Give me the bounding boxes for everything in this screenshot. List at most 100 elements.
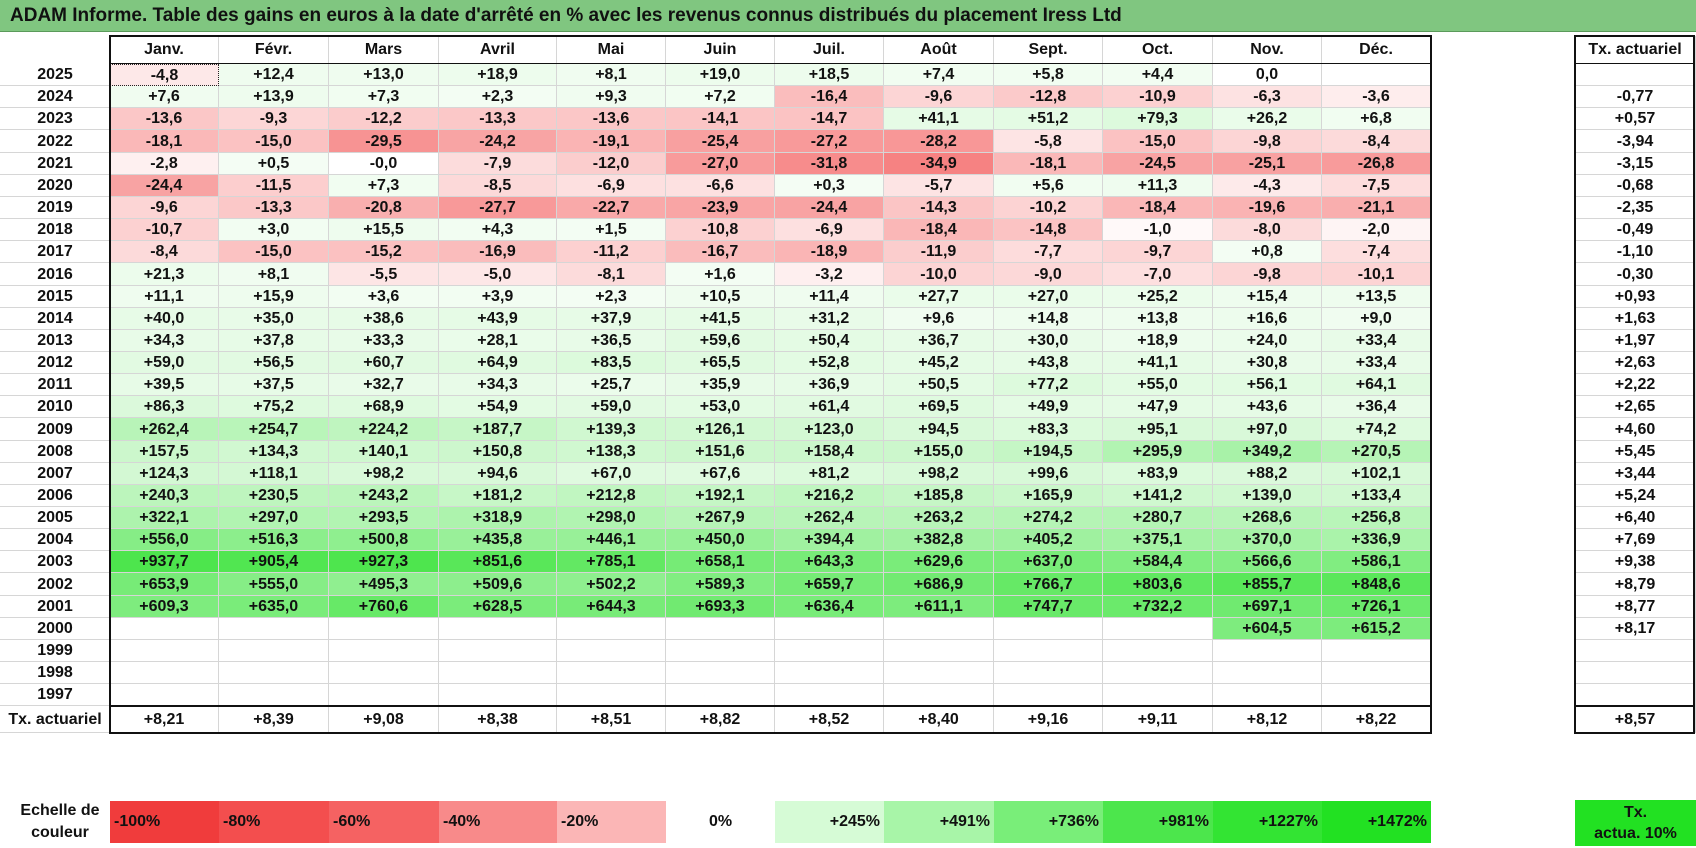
year-label: 2019 bbox=[0, 197, 110, 219]
gain-cell: +382,8 bbox=[884, 529, 994, 551]
gain-cell: +88,2 bbox=[1213, 463, 1322, 485]
gain-cell: +8,1 bbox=[219, 263, 329, 286]
gain-cell: +637,0 bbox=[994, 551, 1103, 573]
gain-cell: +495,3 bbox=[329, 573, 439, 596]
gain-cell: +97,0 bbox=[1213, 418, 1322, 441]
gain-cell: +270,5 bbox=[1322, 441, 1431, 463]
gain-cell: +43,6 bbox=[1213, 396, 1322, 418]
gain-cell: +584,4 bbox=[1103, 551, 1213, 573]
gain-cell: -8,4 bbox=[1322, 130, 1431, 153]
gain-cell bbox=[775, 640, 884, 662]
gain-cell: +140,1 bbox=[329, 441, 439, 463]
gain-cell: -14,8 bbox=[994, 219, 1103, 241]
gain-cell: +0,3 bbox=[775, 175, 884, 197]
footer-tx-cell: +8,40 bbox=[884, 706, 994, 733]
gain-cell: +31,2 bbox=[775, 308, 884, 330]
gain-cell: +67,0 bbox=[557, 463, 666, 485]
year-label: 2005 bbox=[0, 507, 110, 529]
gain-cell bbox=[884, 640, 994, 662]
gain-cell: +18,5 bbox=[775, 64, 884, 86]
gain-cell: +555,0 bbox=[219, 573, 329, 596]
gain-cell: +611,1 bbox=[884, 596, 994, 618]
gain-cell: +16,6 bbox=[1213, 308, 1322, 330]
tx-actuariel-cell: +2,63 bbox=[1575, 352, 1696, 374]
gain-cell: -13,6 bbox=[557, 108, 666, 130]
gain-cell: +27,0 bbox=[994, 286, 1103, 308]
gain-cell: +268,6 bbox=[1213, 507, 1322, 529]
gain-cell: +83,9 bbox=[1103, 463, 1213, 485]
gain-cell: +138,3 bbox=[557, 441, 666, 463]
gain-cell: +15,9 bbox=[219, 286, 329, 308]
footer-label: Tx. actuariel bbox=[0, 706, 110, 733]
gain-cell: -9,3 bbox=[219, 108, 329, 130]
color-scale-label-line1: Echelle de bbox=[20, 802, 100, 819]
gain-cell: -4,8 bbox=[110, 64, 219, 86]
gain-cell: +60,7 bbox=[329, 352, 439, 374]
gain-cell bbox=[110, 618, 219, 640]
gain-cell bbox=[884, 684, 994, 706]
gain-cell: +94,5 bbox=[884, 418, 994, 441]
gain-cell: +8,1 bbox=[557, 64, 666, 86]
gain-cell: +11,3 bbox=[1103, 175, 1213, 197]
gain-cell: +0,5 bbox=[219, 153, 329, 175]
gain-cell bbox=[439, 684, 557, 706]
tx-actuariel-cell: +5,45 bbox=[1575, 441, 1696, 463]
gain-cell: -16,7 bbox=[666, 241, 775, 263]
gain-cell: +566,6 bbox=[1213, 551, 1322, 573]
gain-cell: +77,2 bbox=[994, 374, 1103, 396]
gain-cell: +446,1 bbox=[557, 529, 666, 551]
gain-cell bbox=[439, 662, 557, 684]
gain-cell: +5,6 bbox=[994, 175, 1103, 197]
gain-cell: +37,5 bbox=[219, 374, 329, 396]
gain-cell: +37,9 bbox=[557, 308, 666, 330]
color-scale-swatch: -100% bbox=[110, 801, 219, 843]
gain-cell: +139,3 bbox=[557, 418, 666, 441]
gain-cell: +18,9 bbox=[439, 64, 557, 86]
gain-cell bbox=[1322, 684, 1431, 706]
gain-cell: +99,6 bbox=[994, 463, 1103, 485]
gain-cell: -23,9 bbox=[666, 197, 775, 219]
gain-cell: +187,7 bbox=[439, 418, 557, 441]
gain-cell: -6,3 bbox=[1213, 86, 1322, 108]
gain-cell: +13,8 bbox=[1103, 308, 1213, 330]
color-scale-swatch: +736% bbox=[994, 801, 1103, 843]
gain-cell: +658,1 bbox=[666, 551, 775, 573]
gain-cell: +267,9 bbox=[666, 507, 775, 529]
gain-cell: -7,0 bbox=[1103, 263, 1213, 286]
gain-cell: -5,0 bbox=[439, 263, 557, 286]
tx-actuariel-cell: +1,97 bbox=[1575, 330, 1696, 352]
year-label: 2007 bbox=[0, 463, 110, 485]
gain-cell: +65,5 bbox=[666, 352, 775, 374]
gain-cell: -18,1 bbox=[994, 153, 1103, 175]
gain-cell: -13,3 bbox=[439, 108, 557, 130]
month-header-4: Avril bbox=[439, 36, 557, 64]
tx-actuariel-cell: +2,65 bbox=[1575, 396, 1696, 418]
gain-cell bbox=[1213, 662, 1322, 684]
tx-actuariel-cell: +6,40 bbox=[1575, 507, 1696, 529]
gain-cell: +67,6 bbox=[666, 463, 775, 485]
gain-cell: +150,8 bbox=[439, 441, 557, 463]
gain-cell: -22,7 bbox=[557, 197, 666, 219]
gain-cell: +139,0 bbox=[1213, 485, 1322, 507]
month-header-9: Sept. bbox=[994, 36, 1103, 64]
gain-cell: +14,8 bbox=[994, 308, 1103, 330]
gain-cell: +15,5 bbox=[329, 219, 439, 241]
gain-cell: +726,1 bbox=[1322, 596, 1431, 618]
gain-cell: -15,0 bbox=[219, 130, 329, 153]
gain-cell: +643,3 bbox=[775, 551, 884, 573]
gain-cell: -15,0 bbox=[219, 241, 329, 263]
gain-cell: -7,4 bbox=[1322, 241, 1431, 263]
gain-cell: +59,0 bbox=[557, 396, 666, 418]
year-label: 2012 bbox=[0, 352, 110, 374]
gain-cell: +192,1 bbox=[666, 485, 775, 507]
gain-cell: +4,3 bbox=[439, 219, 557, 241]
gain-cell: +123,0 bbox=[775, 418, 884, 441]
gain-cell: +34,3 bbox=[110, 330, 219, 352]
tx-actuariel-cell: -2,35 bbox=[1575, 197, 1696, 219]
year-label: 2009 bbox=[0, 418, 110, 441]
color-scale-swatch: +1227% bbox=[1213, 801, 1322, 843]
year-label: 2010 bbox=[0, 396, 110, 418]
gain-cell: -16,4 bbox=[775, 86, 884, 108]
gain-cell: +4,4 bbox=[1103, 64, 1213, 86]
gain-cell: +13,9 bbox=[219, 86, 329, 108]
